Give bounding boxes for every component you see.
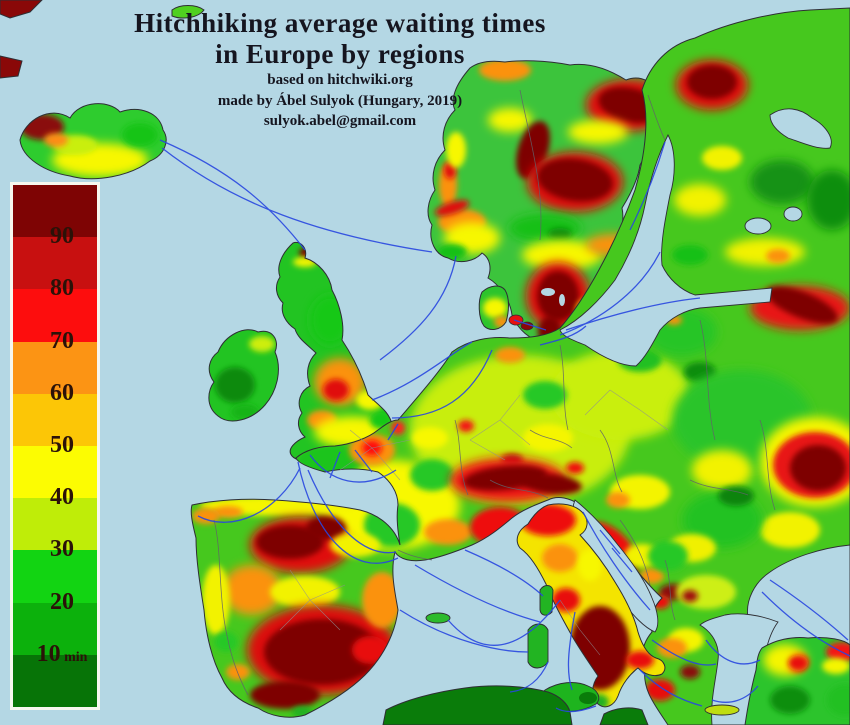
legend-tick-label: 60 — [50, 379, 74, 406]
legend-tick-label: 80 — [50, 275, 74, 302]
legend-ticks: 90 80 70 60 50 40 30 20 10 min — [13, 185, 97, 707]
white-sea — [769, 108, 832, 149]
islands — [425, 585, 740, 716]
route-lines — [159, 139, 850, 713]
ireland — [208, 329, 279, 422]
road-network — [279, 389, 669, 656]
legend-band — [13, 185, 97, 238]
legend-band — [13, 289, 97, 342]
turkey — [744, 636, 850, 725]
legend-tick-label: 50 — [50, 432, 74, 458]
legend-unit-label: min — [60, 649, 88, 665]
legend-tick-label: 30 — [50, 536, 74, 563]
legend-band — [13, 393, 97, 447]
legend-tick-label: 70 — [50, 327, 74, 354]
baltic-sea — [559, 134, 773, 367]
greenland-fragments — [0, 0, 205, 79]
country-borders — [213, 89, 776, 696]
legend-bar — [13, 185, 97, 708]
lake-ladoga — [744, 217, 772, 235]
balearic — [425, 612, 451, 624]
corsica — [539, 585, 554, 616]
legend-band — [13, 654, 97, 708]
legend-tick-label: 40 — [50, 484, 74, 511]
legend-tick-label: 10 min — [36, 640, 88, 667]
legend-band — [13, 602, 97, 655]
legend-tick-label: 20 — [50, 588, 74, 615]
legend-tick-label: 90 — [50, 223, 74, 250]
north-africa — [382, 685, 649, 725]
denmark — [478, 285, 534, 331]
color-scale-legend: 90 80 70 60 50 40 30 20 10 min — [10, 182, 100, 710]
legend-band — [13, 498, 97, 551]
legend-band — [13, 446, 97, 499]
legend-band — [13, 341, 97, 394]
legend-band — [13, 550, 97, 603]
legend-band — [13, 237, 97, 290]
crete — [704, 704, 740, 716]
lake-onega — [783, 206, 803, 222]
